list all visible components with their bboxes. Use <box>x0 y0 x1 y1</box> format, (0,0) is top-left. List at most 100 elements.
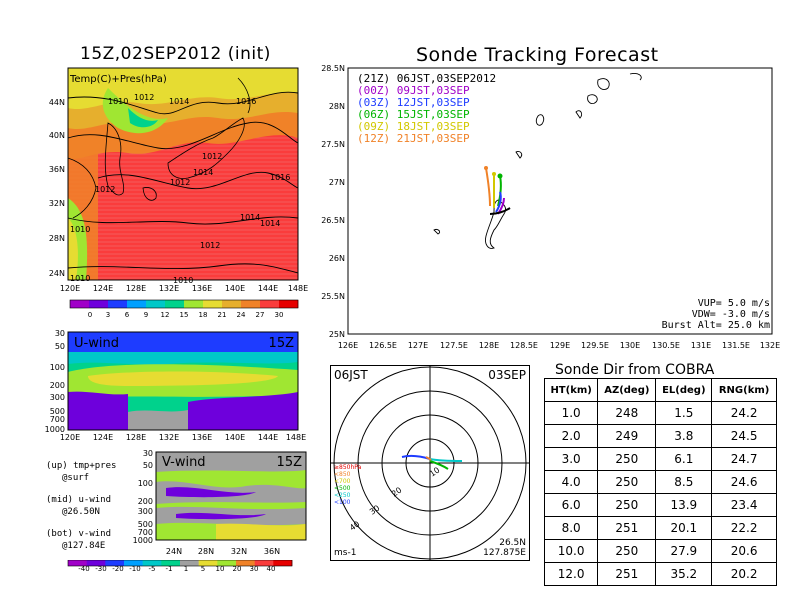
cell: 23.4 <box>711 493 777 517</box>
cell: 20.2 <box>711 562 777 586</box>
col-header: EL(deg) <box>655 378 713 402</box>
table-row: 12.0 251 35.2 20.2 <box>543 562 777 586</box>
colorbar-frame <box>67 560 293 567</box>
left-title: 15Z,02SEP2012 (init) <box>80 44 271 64</box>
uwind-time: 15Z <box>269 336 295 351</box>
colorbar-swatch <box>260 300 280 308</box>
polar-units: ms-1 <box>334 548 356 558</box>
p-label: 700 <box>50 415 65 424</box>
isobar-label: 1012 <box>134 93 154 102</box>
isobar-label: 1012 <box>95 185 115 194</box>
lon-label: 128E <box>126 284 146 293</box>
legend-line: (bot) v-wind <box>46 529 112 539</box>
colorbar-swatch <box>273 560 293 566</box>
polar-time: 06JST <box>334 368 368 382</box>
col-header: HT(km) <box>543 378 599 402</box>
lon-label: 127.5E <box>440 341 468 350</box>
tracking-map: 28.5N 28N 27.5N 27N 26.5N 26N 25.5N 25N … <box>321 64 780 350</box>
cell: 250 <box>597 493 657 517</box>
colorbar-label: 24 <box>237 311 246 319</box>
colorbar-swatch <box>241 300 261 308</box>
launch-entry: (21Z) 06JST,03SEP2012 <box>357 72 497 85</box>
lat-label: 32N <box>49 199 65 208</box>
colorbar-label: 15 <box>180 311 189 319</box>
colorbar-swatch <box>198 560 218 566</box>
cell: 20.1 <box>655 516 713 540</box>
cell: 1.0 <box>543 401 599 425</box>
p-label: 100 <box>138 479 153 488</box>
level-label: <700 <box>334 478 351 485</box>
colorbar-swatch <box>161 560 181 566</box>
lon-label: 131.5E <box>722 341 750 350</box>
cell: 6.0 <box>543 493 599 517</box>
lon-label: 128.5E <box>510 341 538 350</box>
lat-label: 27N <box>329 178 345 187</box>
cell: 10.0 <box>543 539 599 563</box>
isobar-label: 1012 <box>200 241 220 250</box>
colorbar-label: -40 <box>78 565 89 573</box>
sonde-table: HT(km) AZ(deg) EL(deg) RNG(km) 1.0 248 1.5… <box>543 378 777 586</box>
colorbar-label: 12 <box>161 311 170 319</box>
legend-line: @surf <box>62 473 90 483</box>
cell: 249 <box>597 424 657 448</box>
launch-entry: (03Z) 12JST,03SEP <box>357 96 470 109</box>
colorbar-label: 40 <box>267 565 276 573</box>
cell: 20.6 <box>711 539 777 563</box>
isobar-label: 1010 <box>108 97 128 106</box>
p-label: 50 <box>143 461 153 470</box>
colorbar-swatch <box>203 300 223 308</box>
lat-label: 44N <box>49 98 65 107</box>
legend-line: (mid) u-wind <box>46 495 112 505</box>
colorbar-label: 30 <box>275 311 284 319</box>
p-label: 500 <box>138 520 153 529</box>
launch-entry: (06Z) 15JST,03SEP <box>357 108 470 121</box>
legend-line: (up) tmp+pres <box>46 461 117 471</box>
colorbar-swatch <box>180 560 199 566</box>
lon-label: 128E <box>479 341 499 350</box>
lon-label: 144E <box>258 433 278 442</box>
cell: 8.5 <box>655 470 713 494</box>
lon-label: 140E <box>225 433 245 442</box>
lat-label: 28N <box>198 547 214 556</box>
p-label: 100 <box>50 363 65 372</box>
colorbar-swatch <box>236 560 255 566</box>
lon-label: 124E <box>93 284 113 293</box>
isobar-label: 1014 <box>260 219 280 228</box>
table-row: 4.0 250 8.5 24.6 <box>543 470 777 494</box>
table-row: 1.0 248 1.5 24.2 <box>543 401 777 425</box>
param-line: VDW= -3.0 m/s <box>691 309 770 320</box>
ascent-params: VUP= 5.0 m/s VDW= -3.0 m/s Burst Alt= 25… <box>622 298 770 331</box>
temp-colorbar <box>69 299 299 309</box>
lon-label: 132E <box>159 433 179 442</box>
lon-label: 124E <box>93 433 113 442</box>
isobar-label: 1012 <box>170 178 190 187</box>
colorbar-label: 27 <box>256 311 265 319</box>
colorbar-swatch <box>105 560 125 566</box>
colorbar-swatch <box>127 300 147 308</box>
lat-label: 28N <box>329 102 345 111</box>
cell: 6.1 <box>655 447 713 471</box>
lat-label: 25N <box>329 330 345 339</box>
lon-label: 148E <box>288 284 308 293</box>
lat-label: 26N <box>329 254 345 263</box>
lon-label: 129.5E <box>581 341 609 350</box>
colorbar-label: 3 <box>106 311 110 319</box>
temp-pressure-map: 1010 1012 1014 1016 1012 1014 1012 1012 … <box>49 67 308 319</box>
lat-label: 28.5N <box>321 64 345 73</box>
lat-label: 26.5N <box>321 216 345 225</box>
cell: 250 <box>597 447 657 471</box>
p-label: 30 <box>143 449 153 458</box>
cell: 3.8 <box>655 424 713 448</box>
cell: 251 <box>597 516 657 540</box>
colorbar-swatch <box>89 300 109 308</box>
p-label: 300 <box>50 393 65 402</box>
cell: 251 <box>597 562 657 586</box>
polar-date: 03SEP <box>488 368 526 382</box>
lon-label: 130.5E <box>652 341 680 350</box>
colorbar-swatch <box>222 300 242 308</box>
cell: 22.2 <box>711 516 777 540</box>
lon-label: 126.5E <box>369 341 397 350</box>
isobar-label: 1014 <box>169 97 189 106</box>
vwind-label: V-wind <box>162 455 206 470</box>
cell: 24.7 <box>711 447 777 471</box>
